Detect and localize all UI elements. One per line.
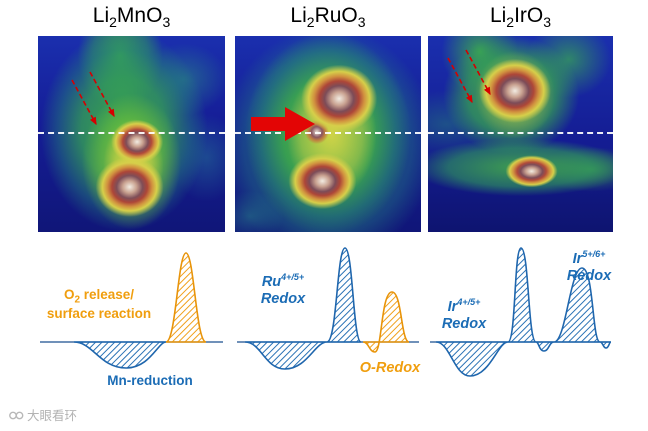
- heatmap-li2mno3: [38, 36, 225, 232]
- dashed-reference-line: [38, 132, 225, 135]
- title-text: IrO: [514, 4, 544, 27]
- red-dashed-arrow-1: [71, 79, 97, 126]
- watermark-logo-icon: [9, 411, 24, 419]
- label-text: O-Redox: [359, 360, 421, 376]
- title-subscript: 3: [357, 14, 366, 31]
- label-line1: Ru4+/5+: [261, 272, 305, 290]
- curve-plot-li2mno3: [40, 252, 223, 369]
- red-solid-arrow: [251, 107, 315, 141]
- title-subscript: 2: [306, 14, 315, 31]
- watermark-text: 大眼看环: [27, 409, 78, 423]
- label-line1: O2 release/: [63, 287, 135, 306]
- label-o-redox: O-Redox: [350, 360, 430, 377]
- red-dashed-arrow-2: [465, 49, 491, 96]
- ir-redox-curve-path: [435, 247, 612, 377]
- title-subscript: 2: [109, 14, 117, 31]
- label-line2: surface reaction: [46, 306, 152, 322]
- title-subscript: 3: [543, 14, 552, 31]
- label-line2: Redox: [566, 267, 612, 284]
- watermark: 大眼看环: [8, 405, 77, 424]
- label-line1: Ir5+/6+: [572, 249, 606, 267]
- heatmap-li2iro3: [428, 36, 613, 232]
- title-text: RuO: [314, 4, 358, 27]
- panel-title-li2mno3: Li2MnO3: [38, 4, 225, 32]
- curve-plot-li2ruo3: [237, 247, 419, 370]
- label-mn-reduction: Mn-reduction: [90, 373, 210, 389]
- red-solid-arrow-overlay: [251, 107, 315, 141]
- curve-plot-li2iro3: [430, 247, 612, 377]
- label-line2: Redox: [260, 290, 306, 307]
- label-ir-redox-4-5: Ir4+/5+ Redox: [430, 297, 498, 332]
- panel-title-li2iro3: Li2IrO3: [428, 4, 613, 32]
- title-text: Li: [92, 4, 110, 27]
- label-line1: Ir4+/5+: [447, 297, 481, 315]
- title-text: MnO: [116, 4, 163, 27]
- red-dashed-arrows-overlay: [447, 49, 491, 104]
- label-ru-redox: Ru4+/5+ Redox: [246, 272, 320, 307]
- panel-title-li2ruo3: Li2RuO3: [235, 4, 421, 32]
- mn-reduction-dip-path: [73, 341, 167, 369]
- dashed-reference-line: [428, 132, 613, 135]
- heatmap-li2ruo3: [235, 36, 421, 232]
- o-redox-peak-path: [362, 291, 410, 353]
- title-text: Li: [290, 4, 307, 27]
- o2-release-peak-path: [165, 252, 207, 343]
- title-subscript: 2: [506, 14, 515, 31]
- title-subscript: 3: [162, 14, 171, 31]
- label-text: Mn-reduction: [107, 373, 193, 388]
- ru-redox-curve-path: [244, 247, 362, 370]
- dashed-reference-line: [235, 132, 421, 135]
- red-dashed-arrows-overlay: [71, 71, 115, 126]
- label-ir-redox-5-6: Ir5+/6+ Redox: [550, 249, 628, 284]
- label-line2: Redox: [441, 315, 487, 332]
- title-text: Li: [489, 4, 507, 27]
- red-dashed-arrow-2: [89, 71, 115, 118]
- red-dashed-arrow-1: [447, 57, 473, 104]
- label-o2-release-surface-reaction: O2 release/ surface reaction: [40, 287, 158, 322]
